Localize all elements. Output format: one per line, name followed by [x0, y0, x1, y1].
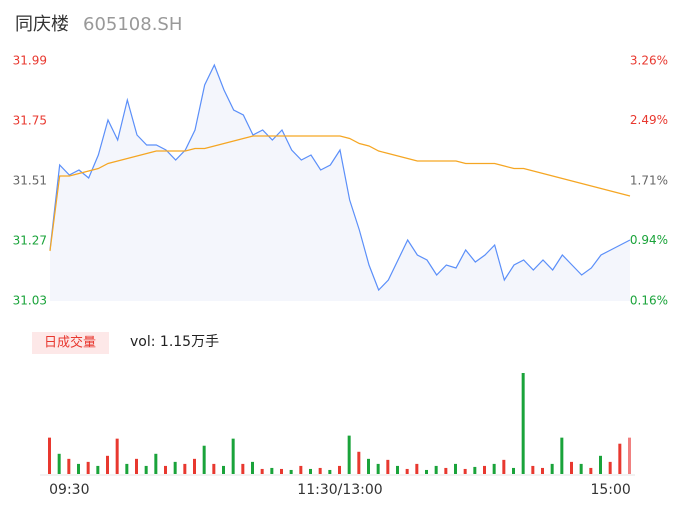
series-line — [49, 135, 631, 252]
volume-bar — [260, 468, 264, 474]
y-tick-label: 31.51 — [13, 174, 47, 188]
volume-bar — [579, 463, 583, 474]
chart-subtitle: 605108.SH — [83, 14, 182, 35]
volume-bar — [280, 468, 283, 474]
volume-bar — [183, 463, 187, 474]
volume-bar — [231, 438, 235, 474]
volume-bar — [589, 467, 593, 474]
volume-bar — [463, 468, 467, 474]
volume-bar — [309, 468, 312, 474]
y-tick-label: 31.27 — [13, 234, 47, 248]
volume-bar — [173, 461, 177, 474]
volume-bar — [57, 453, 61, 474]
volume-bar — [599, 455, 602, 474]
volume-bar — [222, 465, 225, 474]
volume-bar — [483, 465, 486, 474]
volume-bar — [618, 443, 622, 474]
volume-bar — [376, 463, 380, 474]
volume-bar — [502, 459, 506, 474]
volume-bar — [164, 465, 167, 474]
legend-box — [32, 332, 109, 354]
volume-bar — [357, 451, 361, 474]
chart-title: 同庆楼 — [15, 14, 69, 35]
volume-bar — [96, 465, 100, 474]
volume-bar — [338, 465, 341, 474]
volume-bar — [270, 467, 274, 474]
y-tick-label: 31.03 — [13, 294, 47, 308]
volume-bar — [193, 458, 196, 474]
volume-bar — [541, 467, 544, 474]
volume-bar — [367, 458, 370, 474]
y2-tick-label: 1.71% — [630, 174, 668, 188]
x-tick-label: 09:30 — [49, 482, 89, 498]
volume-bar — [512, 467, 515, 474]
volume-bar — [492, 463, 496, 474]
y2-tick-label: 0.94% — [630, 233, 668, 247]
volume-bar — [135, 458, 138, 474]
volume-bar — [628, 437, 631, 474]
volume-bar — [202, 445, 206, 474]
volume-bar — [86, 461, 90, 474]
y2-tick-label: 0.16% — [630, 294, 668, 308]
volume-bar — [299, 465, 303, 474]
volume-annotation: vol: 1.15万手 — [130, 334, 219, 350]
volume-bar — [473, 466, 477, 474]
volume-bar — [289, 469, 293, 474]
x-tick-label: 15:00 — [590, 482, 630, 498]
volume-bar — [434, 465, 438, 474]
volume-bar — [48, 437, 51, 474]
volume-bar — [241, 463, 245, 474]
legend-label: 日成交量 — [44, 335, 96, 351]
volume-bar — [386, 459, 390, 474]
volume-bar — [531, 465, 535, 474]
volume-bar — [608, 461, 612, 474]
series-line — [49, 63, 631, 292]
volume-bar — [144, 465, 148, 474]
volume-bar — [347, 435, 351, 474]
volume-bar — [328, 469, 332, 474]
x-tick-label: 11:30/13:00 — [297, 482, 382, 498]
y-tick-label: 31.99 — [13, 54, 47, 68]
volume-bar — [115, 438, 119, 474]
y2-tick-label: 2.49% — [630, 113, 668, 127]
volume-bar — [154, 453, 158, 474]
volume-bar — [125, 463, 129, 474]
volume-bar — [560, 437, 564, 474]
volume-bar — [77, 463, 80, 474]
volume-bar — [67, 458, 71, 474]
volume-bar — [550, 463, 554, 474]
volume-bar — [444, 467, 448, 474]
volume-bar — [405, 468, 409, 474]
volume-bar — [570, 461, 573, 474]
y-tick-label: 31.75 — [13, 114, 47, 128]
volume-bar — [106, 455, 109, 474]
volume-bar — [396, 465, 399, 474]
y2-tick-label: 3.26% — [630, 54, 668, 68]
volume-bar — [521, 373, 525, 474]
volume-bar — [454, 463, 457, 474]
volume-bar — [415, 463, 419, 474]
price-area — [50, 65, 630, 301]
volume-bar — [425, 469, 428, 474]
volume-bar — [318, 467, 322, 474]
volume-bar — [212, 463, 216, 474]
volume-bar — [251, 461, 254, 474]
